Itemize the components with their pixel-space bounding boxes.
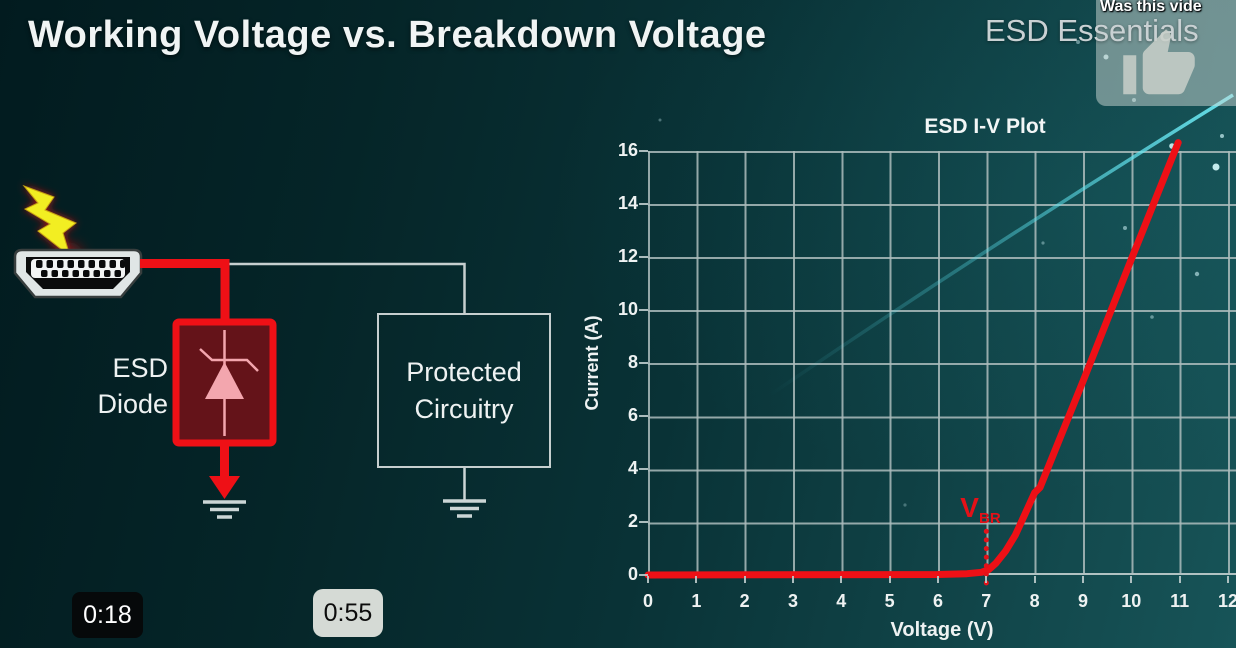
y-tick-mark [639, 308, 648, 311]
x-tick-mark [1178, 576, 1181, 583]
y-tick-label: 16 [617, 139, 638, 160]
y-tick-label: 14 [617, 192, 638, 213]
thumbs-up-icon[interactable] [1120, 26, 1198, 104]
hdmi-connector-icon [13, 248, 143, 299]
y-tick-mark [639, 255, 648, 258]
x-tick-mark [647, 576, 649, 583]
x-tick-label: 6 [932, 591, 943, 611]
x-tick-label: 12 [1217, 591, 1236, 611]
lightning-bolt-icon [22, 184, 77, 258]
ground-arrow [209, 443, 240, 499]
zener-diode-icon [199, 330, 259, 436]
y-tick-mark [639, 149, 648, 152]
ground-symbol [443, 468, 486, 518]
y-tick-mark [639, 520, 648, 523]
x-tick-mark [936, 576, 939, 583]
x-tick-label: 7 [981, 591, 992, 611]
x-tick-mark [791, 576, 794, 583]
x-tick-mark [1081, 576, 1084, 583]
x-tick-label: 4 [836, 591, 847, 611]
surge-wire [140, 259, 230, 322]
chart-grid [648, 151, 1236, 575]
x-tick-label: 1 [691, 591, 702, 611]
x-tick-mark [1033, 576, 1036, 583]
x-tick-label: 9 [1077, 591, 1088, 611]
x-tick-mark [985, 576, 988, 583]
ground-symbol [203, 500, 246, 519]
timestamp-badge-light: 0:55 [313, 589, 383, 637]
x-tick-mark [888, 576, 891, 583]
x-tick-mark [840, 576, 843, 583]
y-axis-label: Current (A) [582, 315, 602, 411]
y-tick-mark [639, 414, 648, 417]
esd-diode-box [172, 318, 277, 447]
x-tick-label: 10 [1121, 591, 1142, 611]
x-tick-mark [1130, 576, 1133, 583]
x-tick-label: 0 [642, 591, 653, 611]
x-tick-mark [1226, 576, 1229, 583]
x-tick-label: 2 [739, 591, 750, 611]
x-tick-mark [695, 576, 698, 583]
x-tick-label: 11 [1170, 591, 1190, 611]
y-tick-mark [639, 202, 648, 205]
x-tick-label: 5 [884, 591, 895, 611]
y-tick-mark [639, 574, 648, 576]
protected-circuitry-label: Circuitry [414, 393, 514, 424]
x-axis-label: Voltage (V) [890, 619, 994, 641]
protected-circuitry-box: Protected Circuitry [377, 313, 551, 468]
y-tick-mark [639, 361, 648, 364]
esd-diode-label: ESD Diode [97, 353, 168, 420]
poll-question: Was this vide [1100, 0, 1202, 15]
vbr-annotation: VBR [960, 492, 1001, 527]
y-tick-mark [639, 467, 648, 470]
page-title: Working Voltage vs. Breakdown Voltage [28, 14, 767, 56]
y-tick-label: 0 [627, 564, 638, 584]
x-tick-label: 3 [787, 591, 798, 611]
timestamp-badge-dark: 0:18 [72, 592, 143, 638]
x-tick-mark [743, 576, 746, 583]
signal-wire [229, 262, 466, 313]
x-tick-label: 8 [1029, 591, 1040, 611]
y-tick-label: 2 [627, 510, 638, 531]
impact-glow [52, 242, 84, 274]
protected-circuitry-label: Protected [406, 357, 522, 388]
chart-title: ESD I-V Plot [924, 115, 1046, 138]
